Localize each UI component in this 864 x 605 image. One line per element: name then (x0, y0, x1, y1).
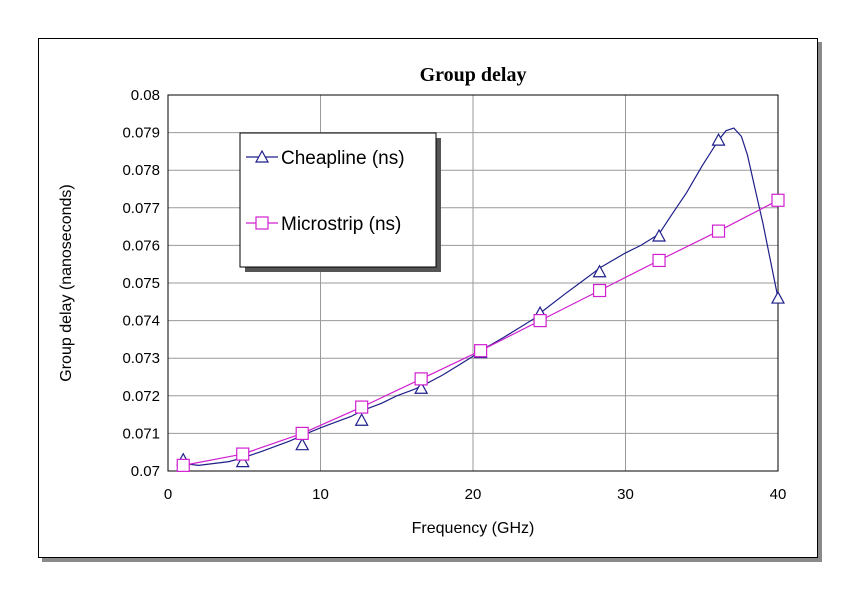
y-tick-label: 0.079 (122, 125, 160, 142)
y-tick-label: 0.074 (122, 313, 160, 330)
legend: Cheapline (ns) Microstrip (ns) (239, 132, 441, 272)
y-tick-label: 0.07 (131, 463, 160, 480)
chart-title: Group delay (420, 64, 527, 86)
x-tick-label: 0 (164, 486, 172, 503)
y-tick-label: 0.073 (122, 350, 160, 367)
x-axis-label: Frequency (GHz) (412, 520, 535, 537)
cheapline-point (414, 381, 429, 394)
microstrip-point (771, 193, 785, 207)
cheapline-point (354, 412, 369, 426)
chart-frame: 0.07 0.071 0.072 0.073 0.074 0.075 0.076 0.077 0… (38, 38, 818, 558)
cheapline-legend-marker (254, 149, 270, 163)
group-delay-chart: 0.07 0.071 0.072 0.073 0.074 0.075 0.076 0.077 0… (58, 64, 786, 537)
microstrip-point (355, 400, 369, 414)
plot-area-border (167, 94, 779, 472)
x-tick-label: 20 (465, 486, 482, 503)
y-tick-label: 0.071 (122, 425, 160, 442)
x-tick-label: 40 (770, 486, 787, 503)
microstrip-point (414, 372, 428, 386)
microstrip-point (295, 426, 309, 440)
y-tick-label: 0.078 (122, 162, 160, 179)
microstrip-legend-label: Microstrip (ns) (281, 214, 401, 235)
y-tick-label: 0.076 (122, 237, 160, 254)
x-tick-label: 10 (312, 486, 329, 503)
y-tick-label: 0.075 (122, 275, 160, 292)
cheapline-point (770, 290, 786, 304)
microstrip-point (711, 224, 726, 238)
microstrip-point (652, 253, 666, 268)
y-axis-label: Group delay (nanoseconds) (58, 184, 75, 381)
cheapline-point (652, 228, 667, 242)
microstrip-point (236, 447, 250, 461)
y-tick-label: 0.072 (122, 388, 160, 405)
cheapline-point (592, 264, 607, 278)
series-layer (176, 127, 786, 472)
cheapline-legend-label: Cheapline (ns) (281, 148, 405, 169)
cheapline-point (235, 454, 250, 468)
cheapline-series-line (183, 127, 779, 467)
microstrip-point (474, 344, 488, 358)
y-tick-label: 0.077 (122, 200, 160, 217)
microstrip-point (592, 283, 607, 298)
cheapline-point (295, 437, 310, 451)
microstrip-point (533, 314, 547, 328)
axis-ticks: 0.07 0.071 0.072 0.073 0.074 0.075 0.076 0.077 0… (122, 87, 786, 503)
legend-box (239, 132, 437, 268)
microstrip-point (176, 458, 190, 472)
cheapline-point (711, 132, 726, 146)
x-tick-label: 30 (617, 486, 634, 503)
microstrip-legend-marker (255, 216, 269, 230)
y-tick-label: 0.08 (131, 87, 160, 104)
